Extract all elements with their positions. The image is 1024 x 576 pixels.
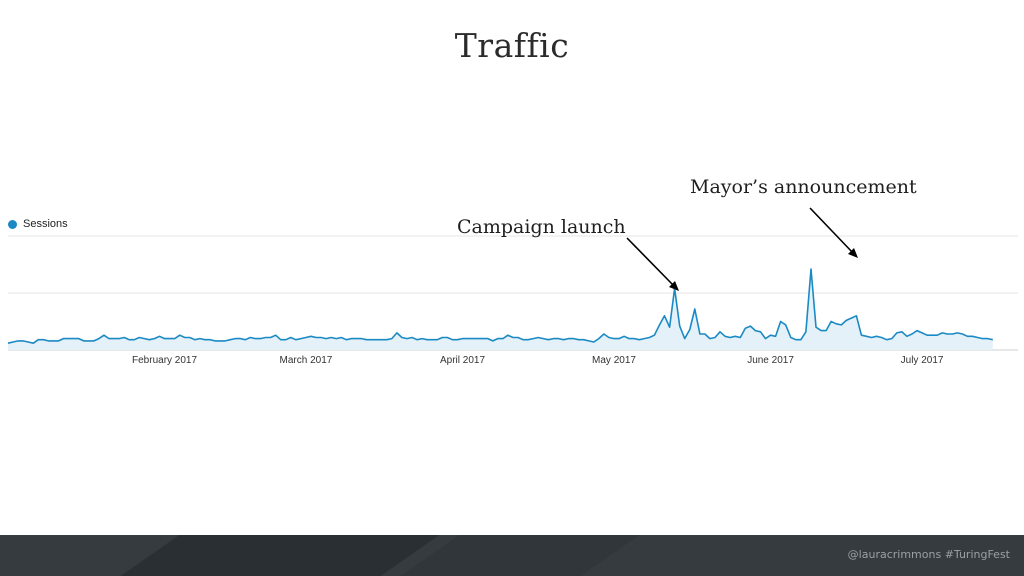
annotation-campaign-launch: Campaign launch — [457, 216, 626, 238]
mayor-arrow — [809, 207, 855, 255]
annotation-mayors-announcement: Mayor’s announcement — [690, 176, 917, 198]
x-tick-label: July 2017 — [901, 355, 944, 366]
chart-legend: Sessions — [8, 218, 68, 230]
chart-series — [7, 268, 993, 350]
footer-decor-stripe — [400, 535, 640, 576]
series-line-sessions[interactable] — [7, 268, 993, 344]
x-tick-label: April 2017 — [440, 355, 485, 366]
campaign-arrow-head — [669, 281, 679, 291]
x-tick-label: May 2017 — [592, 355, 636, 366]
chart-gridlines — [8, 235, 1018, 351]
chart-x-ticks: February 2017 March 2017 April 2017 May 201… — [132, 355, 944, 366]
slide-title: Traffic — [454, 26, 570, 65]
sessions-chart: February 2017 March 2017 April 2017 May 201… — [7, 207, 1018, 366]
x-tick-label: March 2017 — [280, 355, 333, 366]
slide-footer: @lauracrimmons #TuringFest — [0, 535, 1024, 576]
campaign-arrow — [626, 237, 676, 288]
legend-sessions-dot — [8, 219, 17, 229]
x-tick-label: June 2017 — [747, 355, 794, 366]
mayor-arrow-head — [848, 248, 858, 258]
footer-handle: @lauracrimmons #TuringFest — [847, 548, 1010, 561]
series-area-sessions — [8, 269, 993, 350]
legend-sessions-label[interactable]: Sessions — [23, 218, 68, 230]
annotation-arrows — [626, 207, 858, 291]
x-tick-label: February 2017 — [132, 355, 197, 366]
footer-decor-stripe — [120, 535, 440, 576]
